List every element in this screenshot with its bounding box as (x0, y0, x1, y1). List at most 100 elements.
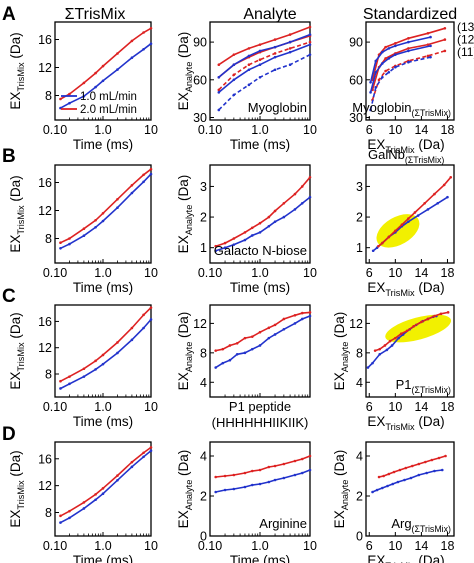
x-tick-label: 14 (414, 539, 428, 553)
data-point (308, 195, 312, 199)
data-point (282, 317, 286, 321)
y-tick-label: 0 (200, 530, 207, 544)
x-axis-label-sub: TrisMix (385, 422, 415, 432)
data-point (94, 226, 97, 229)
data-point (443, 26, 447, 30)
series-line-red (60, 27, 152, 100)
x-axis-label-base: EX (367, 137, 385, 152)
data-point (59, 521, 62, 524)
x-tick-label: 10 (144, 266, 158, 280)
data-point (424, 460, 427, 464)
data-point (390, 344, 394, 347)
data-point (258, 221, 262, 225)
data-point (68, 509, 71, 513)
data-point (369, 81, 372, 84)
data-point (412, 325, 415, 328)
data-point (429, 35, 432, 39)
data-point (130, 460, 134, 464)
data-point (382, 474, 385, 478)
row-letter: A (2, 4, 16, 25)
y-tick-label: 3 (356, 180, 363, 194)
y-tick-label: 4 (356, 450, 363, 464)
series-line-blue (215, 469, 311, 493)
legend-label: 2.0 mL/min (80, 104, 137, 116)
y-tick-label: 3 (200, 180, 207, 194)
y-axis-label-sub: Analyte (340, 480, 350, 511)
y-tick-label: 16 (38, 452, 52, 466)
x-axis-label-unit: (Da) (415, 414, 445, 429)
y-axis-label-unit: (Da) (176, 175, 191, 205)
y-tick-label: 60 (193, 73, 207, 87)
data-point (394, 42, 397, 45)
data-point (369, 108, 372, 112)
data-point (82, 94, 86, 98)
data-point (429, 44, 432, 48)
y-axis-label: EXTrisMix (Da) (8, 450, 26, 527)
data-point (214, 349, 217, 352)
x-tick-label: 0.10 (43, 266, 67, 280)
data-point (308, 175, 312, 179)
data-point (308, 311, 312, 314)
data-point (68, 92, 71, 96)
y-tick-label: 0 (356, 530, 363, 544)
y-axis-label-sub: TrisMix (16, 480, 26, 510)
data-point (308, 33, 312, 36)
data-point (377, 78, 381, 82)
axes-frame (365, 304, 455, 398)
y-axis-label-unit: (Da) (176, 312, 191, 342)
y-tick-label: 30 (193, 111, 207, 125)
data-point (217, 88, 221, 92)
panel-annotation: Arg(ΣTrisMix) (391, 516, 451, 534)
y-axis-label-unit: (Da) (8, 175, 23, 205)
data-point (116, 478, 119, 482)
data-point (217, 63, 221, 67)
data-point (366, 366, 370, 369)
x-axis-label-unit: (Da) (415, 137, 445, 152)
x-tick-label: 6 (366, 266, 373, 280)
panel-A-analyte: 0.10 1.0 10 30 60 90 Time (ms) EXAnalyte (Da) My… (176, 21, 317, 152)
data-point (426, 317, 430, 321)
data-point (258, 63, 262, 67)
data-point (101, 353, 105, 357)
data-point (300, 317, 304, 321)
data-point (101, 219, 105, 223)
data-point (232, 473, 236, 477)
data-point (273, 333, 277, 336)
y-axis-label: EXAnalyte (Da) (332, 450, 350, 529)
y-axis-label: EXAnalyte (Da) (176, 32, 194, 111)
data-point (232, 487, 236, 491)
x-axis-label-base: EX (367, 280, 385, 295)
data-point (391, 482, 395, 486)
data-point (374, 59, 378, 63)
column-title: Analyte (243, 6, 296, 23)
x-axis-label: Time (ms) (230, 553, 290, 563)
data-point (214, 244, 217, 248)
data-point (247, 63, 251, 67)
data-point (235, 353, 239, 356)
data-point (130, 56, 134, 59)
y-tick-label: 4 (200, 450, 207, 464)
data-point (308, 468, 312, 472)
data-point (380, 75, 384, 79)
data-point (396, 480, 400, 484)
data-point (387, 70, 391, 74)
data-point (273, 464, 277, 468)
data-point (374, 86, 378, 89)
data-point (373, 349, 377, 352)
data-point (273, 220, 277, 223)
y-axis-label: EXAnalyte (Da) (176, 450, 194, 529)
data-point (394, 65, 397, 69)
y-axis-label-base: EX (8, 372, 23, 390)
x-tick-label: 1.0 (251, 539, 268, 553)
data-point (407, 47, 410, 50)
y-tick-label: 8 (200, 346, 207, 360)
x-tick-label: 10 (144, 400, 158, 414)
data-point (149, 27, 153, 30)
panel-annotation-base: Myoglobin (352, 100, 411, 115)
x-axis-label-sub: TrisMix (385, 288, 415, 298)
data-point (388, 339, 392, 343)
x-tick-label: 0.10 (198, 123, 222, 137)
data-point (94, 219, 97, 222)
data-point (258, 75, 262, 79)
y-axis-label-base: EX (8, 92, 23, 110)
